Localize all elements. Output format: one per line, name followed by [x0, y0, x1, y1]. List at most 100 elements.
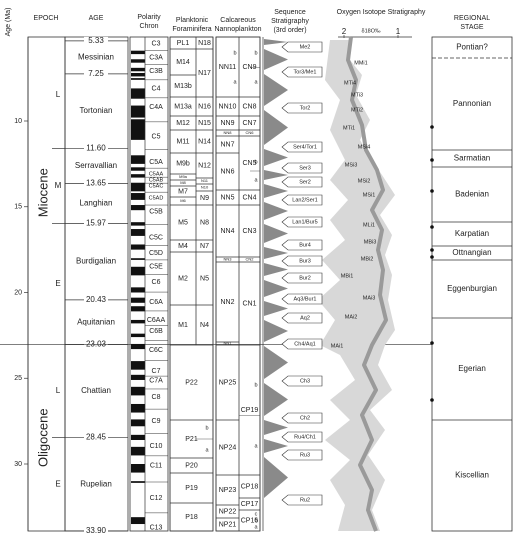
zone-label: CN8 [242, 103, 256, 110]
isotope-event: MSi1 [363, 192, 376, 198]
zone-label: CN7 [242, 120, 256, 127]
normal-polarity-band [131, 72, 145, 77]
sequence-wedge [264, 247, 288, 259]
regional-stage: Pannonian [453, 99, 491, 108]
zone-label: NN3 [223, 257, 232, 262]
sequence-label: Me2 [300, 44, 311, 50]
chron-label: C3 [152, 41, 161, 48]
chron-label: C6C [149, 347, 163, 354]
sequence-label: Tor3/Me1 [294, 69, 317, 75]
normal-polarity-band [131, 374, 145, 380]
sequence-box [281, 375, 323, 387]
isotope-event: MAi2 [345, 314, 358, 320]
sequence-box [281, 176, 323, 188]
zone-label: NN7 [220, 141, 234, 148]
isotope-event: MSi3 [345, 162, 358, 168]
subepoch-name: L [56, 386, 61, 395]
subzone-label: b [254, 159, 257, 165]
chron-label: C6B [149, 328, 163, 335]
zone-label: PL1 [177, 40, 190, 47]
subzone-label: a [254, 524, 258, 530]
regional-stage: Ottnangian [452, 248, 491, 257]
sequence-box [281, 338, 323, 350]
normal-polarity-band [131, 167, 145, 171]
subzone-label: b [254, 382, 257, 388]
zone-label: P21 [185, 436, 198, 443]
boundary-label-bg [84, 179, 108, 188]
zone-label: N14 [198, 138, 211, 145]
header: Planktonic [176, 17, 209, 24]
normal-polarity-band [131, 403, 145, 413]
header: EPOCH [34, 15, 59, 22]
axis-tick-label: 30 [14, 461, 22, 468]
sequence-box [281, 312, 323, 324]
normal-polarity-band [131, 59, 145, 63]
chron-label: C3B [149, 68, 163, 75]
normal-polarity-band [131, 266, 145, 276]
normal-polarity-band [131, 343, 145, 350]
axis-title: Age (Ma) [5, 8, 12, 37]
regional-stage: Sarmatian [454, 154, 490, 163]
isotope-event: MBi1 [341, 273, 354, 279]
sequence-label: Bur3 [299, 258, 311, 264]
isotope-event: MTi1 [343, 125, 355, 131]
chron-label: C5AA [149, 172, 164, 178]
boundary-label: 7.25 [88, 69, 104, 78]
boundary-label: 20.43 [86, 295, 107, 304]
sequence-box [281, 216, 323, 228]
zone-label: CN5 [242, 160, 256, 167]
isotope-event: MAi1 [331, 343, 344, 349]
sequence-wedge [264, 184, 288, 198]
chron-label: C5AC [149, 184, 164, 190]
subzone-label: a [205, 447, 209, 453]
zone-label: N10 [201, 185, 209, 190]
zone-label: N15 [198, 120, 211, 127]
boundary-label-bg [84, 433, 108, 442]
header: Sequence [274, 9, 306, 16]
zone-cell [238, 509, 261, 532]
sequence-box [281, 412, 323, 424]
isotope-event: MBi2 [361, 256, 374, 262]
stage-name: Tortonian [80, 106, 113, 115]
chron-label: C5E [149, 264, 163, 271]
normal-polarity-band [131, 297, 145, 303]
zone-label: CN6 [245, 130, 254, 135]
sequence-label: Ch4/Aq1 [294, 341, 315, 347]
axis-tick-label: 15 [14, 204, 22, 211]
regional-dot [430, 398, 434, 402]
regional-dot [430, 158, 434, 162]
regional-stage: Karpatian [455, 229, 489, 238]
isotope-event: MLi1 [363, 222, 375, 228]
zone-label: CN2 [245, 257, 254, 262]
sequence-wedge [264, 420, 288, 435]
normal-polarity-band [131, 386, 145, 396]
sequence-label: Ru2 [300, 497, 310, 503]
sequence-box [281, 194, 323, 206]
normal-polarity-band [131, 306, 145, 312]
chron-label: C5D [149, 250, 163, 257]
zone-label: NP24 [219, 444, 237, 451]
header: STAGE [460, 24, 484, 31]
subzone-label: a [233, 79, 237, 85]
subzone-label: a [254, 177, 258, 183]
normal-polarity-band [131, 361, 145, 370]
regional-column [431, 36, 513, 532]
normal-polarity-band [131, 434, 145, 440]
regional-dot [430, 248, 434, 252]
isotope-event: MBi3 [364, 239, 377, 245]
zone-label: N7 [200, 243, 209, 250]
normal-polarity-band [131, 50, 145, 55]
normal-polarity-band [131, 193, 145, 200]
chron-label: C5B [149, 209, 163, 216]
normal-polarity-band [131, 517, 145, 525]
subzone-label: a [254, 443, 258, 449]
sequence-label: Ser4/Tor1 [293, 144, 317, 150]
zone-label: NP25 [219, 379, 237, 386]
isotope-unit: δ18O‰ [362, 28, 381, 34]
isotope-event: MMi1 [354, 60, 367, 66]
header: Nannoplankton [214, 26, 261, 33]
zone-cell [169, 502, 214, 532]
sequence-wedge [264, 224, 288, 243]
sequence-box [281, 162, 323, 174]
zone-label: P22 [185, 379, 198, 386]
